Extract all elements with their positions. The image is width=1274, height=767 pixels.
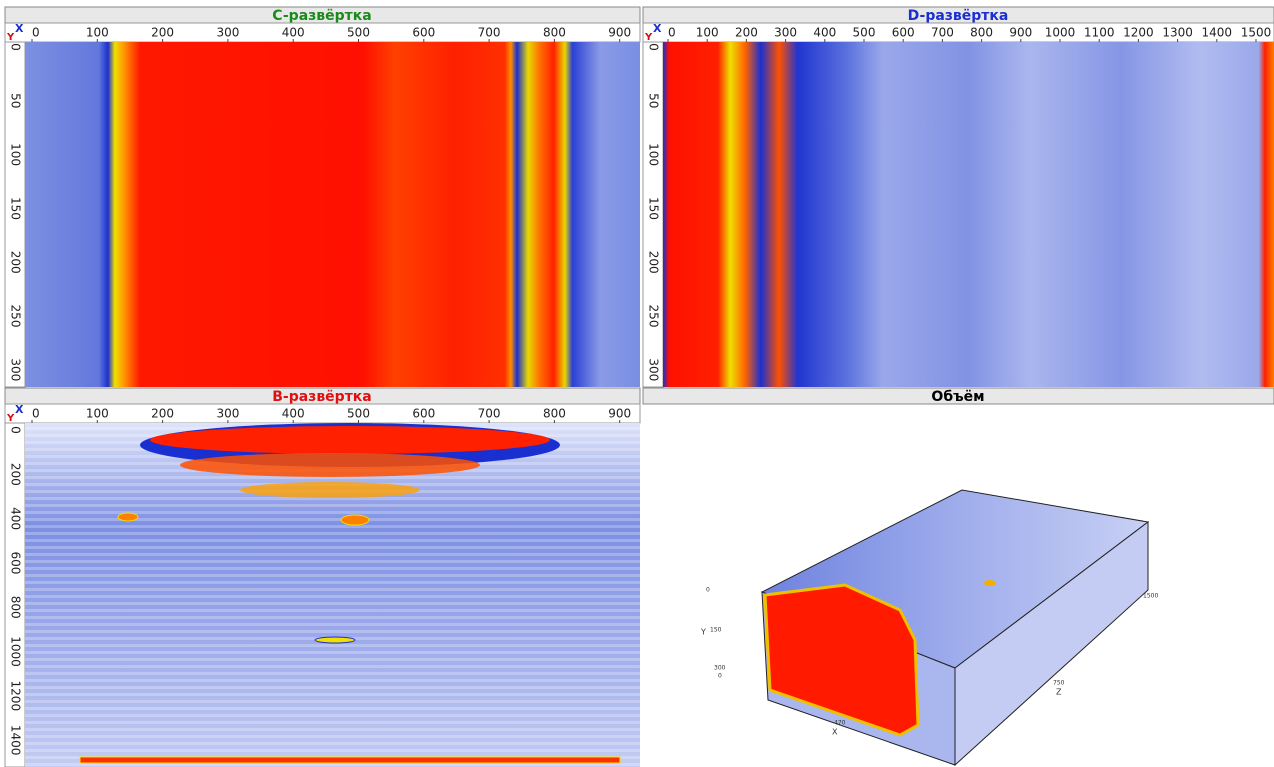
x-tick-label: 300	[216, 407, 239, 421]
corner-x: X	[653, 22, 662, 35]
y-tick-label: 100	[647, 143, 661, 166]
x-tick-label: 0	[32, 26, 40, 40]
volume-label: 750	[1053, 680, 1065, 687]
y-tick-label: 250	[647, 305, 661, 328]
volume-label: 470	[834, 720, 846, 727]
y-tick-label: 0	[9, 43, 23, 51]
volume-label: 300	[714, 665, 726, 672]
x-tick-label: 1400	[1202, 26, 1233, 40]
x-tick-label: 0	[668, 26, 676, 40]
x-tick-label: 500	[347, 26, 370, 40]
x-tick-label: 100	[86, 26, 109, 40]
x-tick-label: 100	[86, 407, 109, 421]
corner-y: Y	[6, 413, 15, 424]
volume-label: X	[832, 728, 838, 737]
x-tick-label: 600	[892, 26, 915, 40]
x-tick-label: 400	[282, 407, 305, 421]
y-tick-label: 0	[647, 43, 661, 51]
x-tick-label: 400	[813, 26, 836, 40]
x-tick-label: 900	[1009, 26, 1032, 40]
y-tick-label: 400	[9, 507, 23, 530]
panel-title: Объём	[931, 389, 984, 405]
x-tick-label: 1300	[1162, 26, 1193, 40]
x-tick-label: 800	[543, 407, 566, 421]
panel-title: B-развёртка	[272, 389, 372, 405]
y-tick-label: 300	[9, 358, 23, 381]
x-tick-label: 400	[282, 26, 305, 40]
x-tick-label: 200	[151, 26, 174, 40]
c-scan-image	[25, 42, 640, 387]
x-tick-label: 800	[543, 26, 566, 40]
d-scan-image	[663, 42, 1274, 387]
y-tick-label: 1200	[9, 681, 23, 712]
y-tick-label: 1000	[9, 636, 23, 667]
volume-label: 0	[718, 673, 722, 680]
y-tick-label: 150	[9, 197, 23, 220]
x-tick-label: 500	[853, 26, 876, 40]
y-tick-label: 200	[9, 251, 23, 274]
y-tick-label: 100	[9, 143, 23, 166]
x-tick-label: 700	[478, 26, 501, 40]
x-tick-label: 200	[735, 26, 758, 40]
volume-label: Y	[700, 628, 706, 637]
y-tick-label: 200	[9, 463, 23, 486]
x-tick-label: 500	[347, 407, 370, 421]
corner-y: Y	[6, 32, 15, 43]
x-tick-label: 1200	[1123, 26, 1154, 40]
corner-x: X	[15, 403, 24, 416]
y-tick-label: 50	[9, 93, 23, 108]
y-tick-label: 0	[9, 426, 23, 434]
volume-label: 0	[706, 587, 710, 594]
x-tick-label: 200	[151, 407, 174, 421]
y-tick-label: 50	[647, 93, 661, 108]
x-tick-label: 1100	[1084, 26, 1115, 40]
title-bar	[642, 387, 1274, 405]
panel-title: D-развёртка	[908, 8, 1009, 24]
x-tick-label: 700	[478, 407, 501, 421]
corner-y: Y	[644, 32, 653, 43]
x-tick-label: 700	[931, 26, 954, 40]
x-tick-label: 600	[412, 407, 435, 421]
x-tick-label: 900	[608, 407, 631, 421]
y-tick-label: 800	[9, 596, 23, 619]
y-tick-label: 300	[647, 358, 661, 381]
x-tick-label: 800	[970, 26, 993, 40]
x-tick-label: 1000	[1045, 26, 1076, 40]
y-tick-label: 600	[9, 551, 23, 574]
corner-x: X	[15, 22, 24, 35]
x-tick-label: 0	[32, 407, 40, 421]
volume-label: Z	[1056, 688, 1062, 697]
volume-view	[760, 489, 1150, 767]
panel-title: C-развёртка	[272, 8, 371, 24]
b-scan-image	[25, 423, 640, 767]
y-tick-label: 200	[647, 251, 661, 274]
volume-label: 150	[710, 627, 722, 634]
x-tick-label: 900	[608, 26, 631, 40]
x-tick-label: 100	[696, 26, 719, 40]
y-tick-label: 1400	[9, 725, 23, 756]
x-tick-label: 300	[774, 26, 797, 40]
x-tick-label: 600	[412, 26, 435, 40]
x-tick-label: 1500	[1241, 26, 1272, 40]
y-tick-label: 250	[9, 305, 23, 328]
y-tick-label: 150	[647, 197, 661, 220]
x-tick-label: 300	[216, 26, 239, 40]
volume-label: 1500	[1143, 593, 1158, 600]
